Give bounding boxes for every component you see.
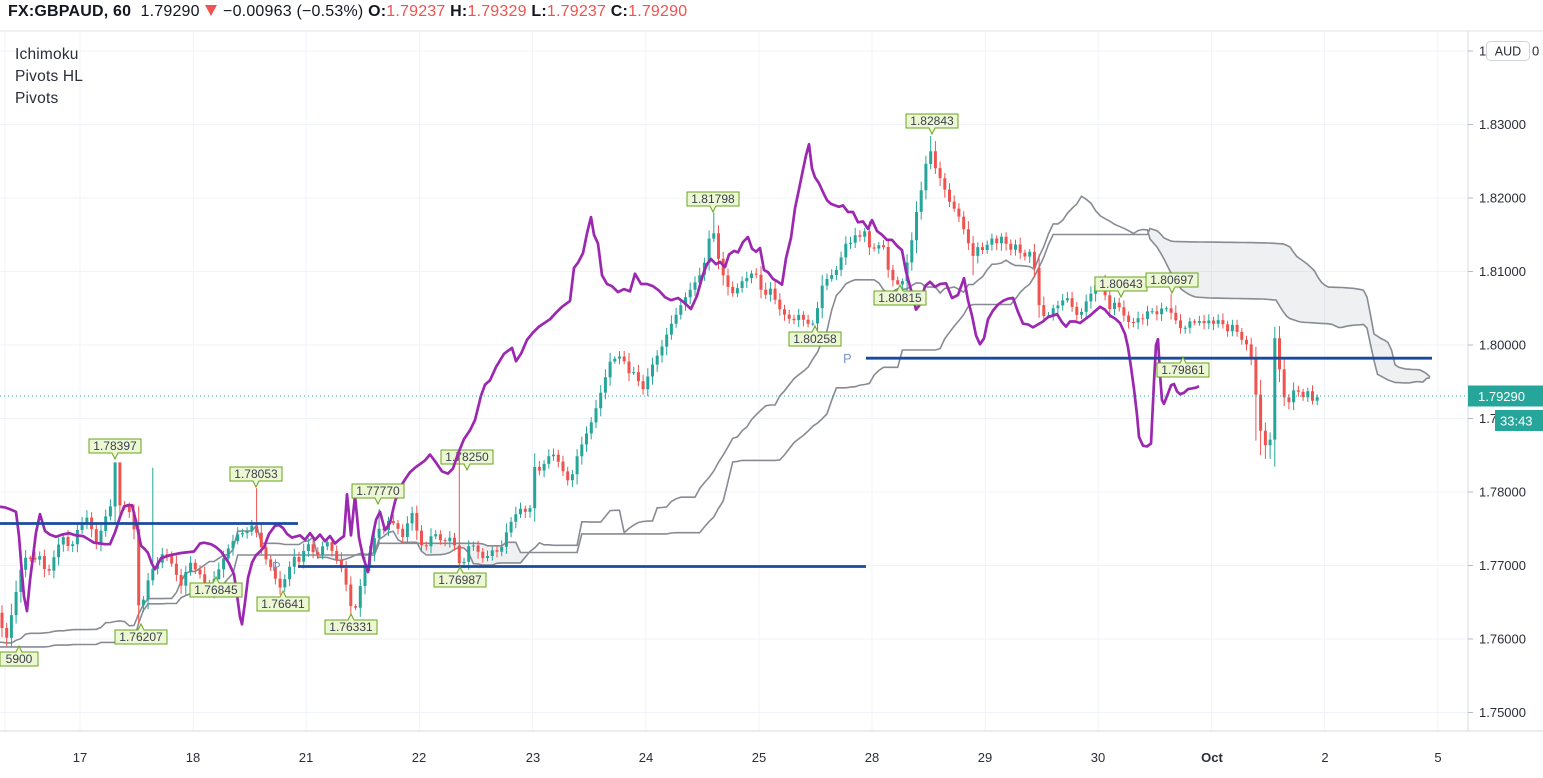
svg-text:1.82000: 1.82000 <box>1479 191 1526 206</box>
svg-text:25: 25 <box>752 750 766 765</box>
svg-text:1.79290: 1.79290 <box>1478 389 1525 404</box>
svg-text:0: 0 <box>1532 44 1539 59</box>
svg-text:2: 2 <box>1321 750 1328 765</box>
svg-text:1.80697: 1.80697 <box>1150 273 1194 287</box>
svg-text:1.78250: 1.78250 <box>445 450 489 464</box>
svg-text:1.76987: 1.76987 <box>438 573 482 587</box>
svg-text:1.80000: 1.80000 <box>1479 338 1526 353</box>
svg-text:1.79861: 1.79861 <box>1161 363 1205 377</box>
svg-text:1.78397: 1.78397 <box>93 439 137 453</box>
svg-text:1.81000: 1.81000 <box>1479 264 1526 279</box>
svg-text:30: 30 <box>1091 750 1105 765</box>
svg-text:1.76641: 1.76641 <box>261 597 305 611</box>
svg-text:1.77770: 1.77770 <box>356 484 400 498</box>
svg-text:17: 17 <box>73 750 87 765</box>
svg-text:18: 18 <box>186 750 200 765</box>
svg-text:1.78053: 1.78053 <box>234 467 278 481</box>
svg-text:5900: 5900 <box>6 652 33 666</box>
svg-text:22: 22 <box>412 750 426 765</box>
svg-text:23: 23 <box>526 750 540 765</box>
svg-text:5: 5 <box>1434 750 1441 765</box>
svg-text:28: 28 <box>865 750 879 765</box>
svg-text:24: 24 <box>639 750 653 765</box>
svg-text:1.83000: 1.83000 <box>1479 117 1526 132</box>
svg-text:29: 29 <box>978 750 992 765</box>
svg-text:P: P <box>843 351 852 366</box>
svg-text:1.82843: 1.82843 <box>910 114 954 128</box>
svg-text:1.77000: 1.77000 <box>1479 558 1526 573</box>
svg-text:1.80643: 1.80643 <box>1099 277 1143 291</box>
svg-text:1.78000: 1.78000 <box>1479 485 1526 500</box>
svg-text:1.76331: 1.76331 <box>329 620 373 634</box>
svg-text:1.81798: 1.81798 <box>691 192 735 206</box>
svg-text:1.76845: 1.76845 <box>194 583 238 597</box>
svg-text:1.75000: 1.75000 <box>1479 705 1526 720</box>
svg-text:33:43: 33:43 <box>1500 414 1533 429</box>
svg-text:P: P <box>272 559 281 574</box>
svg-text:1.76207: 1.76207 <box>119 630 163 644</box>
svg-text:21: 21 <box>299 750 313 765</box>
svg-text:1.80258: 1.80258 <box>793 332 837 346</box>
svg-text:1.: 1. <box>1479 44 1490 59</box>
svg-text:AUD: AUD <box>1495 45 1521 59</box>
svg-text:1.76000: 1.76000 <box>1479 632 1526 647</box>
svg-text:1.80815: 1.80815 <box>878 291 922 305</box>
svg-text:Oct: Oct <box>1201 750 1223 765</box>
